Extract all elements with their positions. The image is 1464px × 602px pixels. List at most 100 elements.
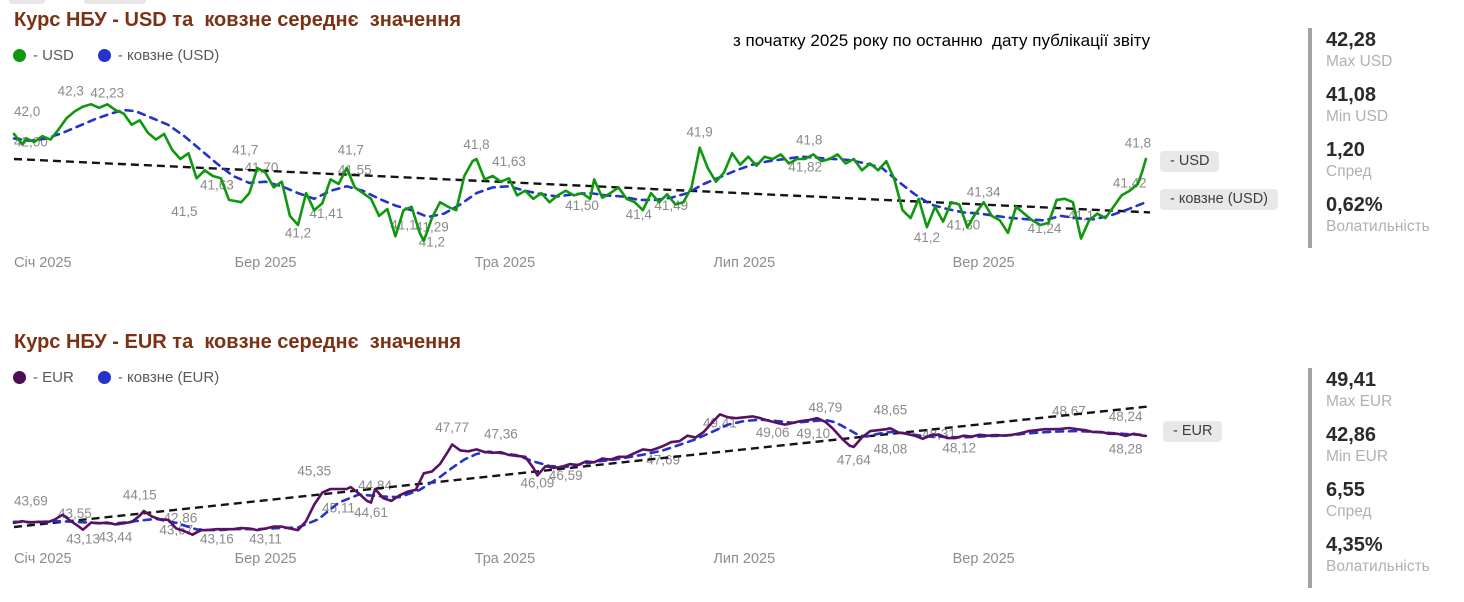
usd-chart-data-label: 41,34 bbox=[967, 185, 1001, 200]
usd-chart-title: Курс НБУ - USD та ковзне середнє значенн… bbox=[14, 9, 462, 31]
stat-max-eur: 49,41 Max EUR bbox=[1326, 368, 1464, 412]
stat-label: Min USD bbox=[1326, 108, 1389, 125]
eur-chart-axis-label: Тра 2025 bbox=[475, 551, 535, 567]
usd-chart-data-label: 41,63 bbox=[492, 154, 526, 169]
eur-chart-data-label: 49,10 bbox=[796, 426, 830, 441]
eur-chart-data-label: 43,44 bbox=[99, 529, 133, 544]
cropped-ui-fragment bbox=[9, 0, 45, 4]
usd-chart-data-label: 41,24 bbox=[1028, 221, 1062, 236]
eur-chart-data-label: 47,64 bbox=[837, 453, 871, 468]
eur-chart-data-label: 47,36 bbox=[484, 427, 518, 442]
usd-chart-data-label: 41,50 bbox=[565, 198, 599, 213]
usd-chart-data-label: 41,4 bbox=[626, 207, 653, 222]
stat-value: 42,86 bbox=[1326, 424, 1377, 446]
stat-value: 41,08 bbox=[1326, 84, 1377, 106]
usd-chart-data-label: 41,41 bbox=[310, 206, 344, 221]
eur-chart-data-label: 49,06 bbox=[756, 425, 790, 440]
usd-rolling-legend-label: - ковзне (USD) bbox=[117, 47, 220, 64]
eur-chart-axis-label: Лип 2025 bbox=[713, 551, 775, 567]
stat-value: 0,62% bbox=[1326, 194, 1383, 216]
usd-chart-data-label: 41,5 bbox=[171, 204, 197, 219]
eur-chart-data-label: 47,77 bbox=[435, 420, 469, 435]
stat-label: Волатильність bbox=[1326, 218, 1430, 235]
eur-line bbox=[12, 413, 1148, 537]
eur-chart-data-label: 44,15 bbox=[123, 487, 157, 502]
eur-stats-panel: 49,41 Max EUR 42,86 Min EUR 6,55 Спред 4… bbox=[1308, 368, 1464, 588]
eur-rolling-legend-label: - ковзне (EUR) bbox=[117, 369, 220, 386]
stat-value: 42,28 bbox=[1326, 29, 1377, 51]
cropped-ui-fragment bbox=[84, 0, 146, 4]
usd-chart-data-label: 41,2 bbox=[285, 225, 311, 240]
eur-chart-title: Курс НБУ - EUR та ковзне середнє значенн… bbox=[14, 331, 462, 353]
usd-chart-data-label: 41,42 bbox=[1113, 176, 1147, 191]
stat-value: 6,55 bbox=[1326, 479, 1365, 501]
usd-chart-data-label: 41,82 bbox=[788, 159, 822, 174]
stat-label: Волатильність bbox=[1326, 558, 1430, 575]
eur-chart-data-label: 48,79 bbox=[809, 400, 843, 415]
eur-chart-data-label: 43,13 bbox=[66, 532, 100, 547]
eur-chart-data-label: 48,08 bbox=[873, 442, 907, 457]
eur-chart-data-label: 49,41 bbox=[703, 416, 737, 431]
stat-value: 4,35% bbox=[1326, 534, 1383, 556]
usd-chart-data-label: 42,23 bbox=[90, 86, 124, 101]
eur-legend: - EUR - ковзне (EUR) bbox=[13, 369, 219, 386]
eur-chart-data-label: 46,09 bbox=[520, 476, 554, 491]
eur-chart[interactable]: 43,6943,5543,1343,4444,1542,8643,6743,16… bbox=[12, 400, 1151, 567]
stat-volatility-usd: 0,62% Волатильність bbox=[1326, 193, 1464, 237]
eur-chart-data-label: 48,24 bbox=[1109, 409, 1143, 424]
eur-line-end-tag: - EUR bbox=[1163, 421, 1223, 442]
stat-value: 1,20 bbox=[1326, 139, 1365, 161]
usd-chart-data-label: 42,3 bbox=[58, 83, 84, 98]
usd-chart-axis-label: Січ 2025 bbox=[14, 255, 72, 271]
eur-chart-data-label: 45,11 bbox=[322, 500, 355, 515]
usd-legend: - USD - ковзне (USD) bbox=[13, 47, 219, 64]
usd-chart-data-label: 42,0 bbox=[14, 104, 40, 119]
eur-legend-label: - EUR bbox=[33, 369, 74, 386]
usd-chart-axis-label: Бер 2025 bbox=[235, 255, 297, 271]
eur-chart-data-label: 43,11 bbox=[249, 532, 282, 547]
stat-label: Max USD bbox=[1326, 53, 1393, 70]
stat-label: Max EUR bbox=[1326, 393, 1393, 410]
usd-chart-axis-label: Тра 2025 bbox=[475, 255, 535, 271]
stat-label: Спред bbox=[1326, 503, 1372, 520]
usd-chart-data-label: 41,49 bbox=[654, 198, 688, 213]
usd-rolling-line bbox=[12, 108, 1148, 222]
usd-chart-data-label: 41,2 bbox=[914, 230, 940, 245]
usd-legend-dot bbox=[13, 49, 26, 62]
usd-chart-data-label: 41,8 bbox=[1125, 136, 1151, 151]
eur-chart-data-label: 48,67 bbox=[1052, 404, 1086, 419]
usd-rolling-legend-dot bbox=[97, 49, 111, 62]
eur-chart-data-label: 43,69 bbox=[14, 494, 48, 509]
stat-min-usd: 41,08 Min USD bbox=[1326, 83, 1464, 127]
usd-chart-axis-label: Вер 2025 bbox=[953, 255, 1015, 271]
usd-chart-trend-line bbox=[13, 157, 1151, 214]
eur-chart-data-label: 47,69 bbox=[646, 453, 680, 468]
stat-value: 49,41 bbox=[1326, 369, 1377, 391]
usd-chart-data-label: 41,7 bbox=[232, 143, 258, 158]
eur-chart-data-label: 48,28 bbox=[1109, 442, 1143, 457]
stat-spread-eur: 6,55 Спред bbox=[1326, 478, 1464, 522]
eur-chart-data-label: 45,35 bbox=[297, 463, 331, 478]
eur-chart-data-label: 48,65 bbox=[873, 403, 907, 418]
stat-min-eur: 42,86 Min EUR bbox=[1326, 423, 1464, 467]
eur-chart-data-label: 43,55 bbox=[58, 506, 92, 521]
usd-chart-data-label: 41,8 bbox=[463, 137, 489, 152]
stat-label: Спред bbox=[1326, 163, 1372, 180]
usd-line-end-tag: - USD bbox=[1160, 151, 1220, 172]
usd-chart-data-label: 41,7 bbox=[338, 143, 364, 158]
usd-rolling-end-tag: - ковзне (USD) bbox=[1160, 189, 1278, 210]
usd-chart-data-label: 41,8 bbox=[796, 132, 822, 147]
eur-chart-data-label: 46,59 bbox=[549, 468, 583, 483]
eur-chart-data-label: 44,61 bbox=[354, 505, 388, 520]
eur-legend-dot bbox=[13, 371, 26, 384]
usd-stats-panel: 42,28 Max USD 41,08 Min USD 1,20 Спред 0… bbox=[1308, 28, 1464, 248]
stat-spread-usd: 1,20 Спред bbox=[1326, 138, 1464, 182]
eur-chart-axis-label: Січ 2025 bbox=[14, 551, 72, 567]
eur-chart-axis-label: Вер 2025 bbox=[953, 551, 1015, 567]
usd-chart-data-label: 41,63 bbox=[200, 178, 234, 193]
stat-label: Min EUR bbox=[1326, 448, 1389, 465]
stat-volatility-eur: 4,35% Волатильність bbox=[1326, 533, 1464, 577]
